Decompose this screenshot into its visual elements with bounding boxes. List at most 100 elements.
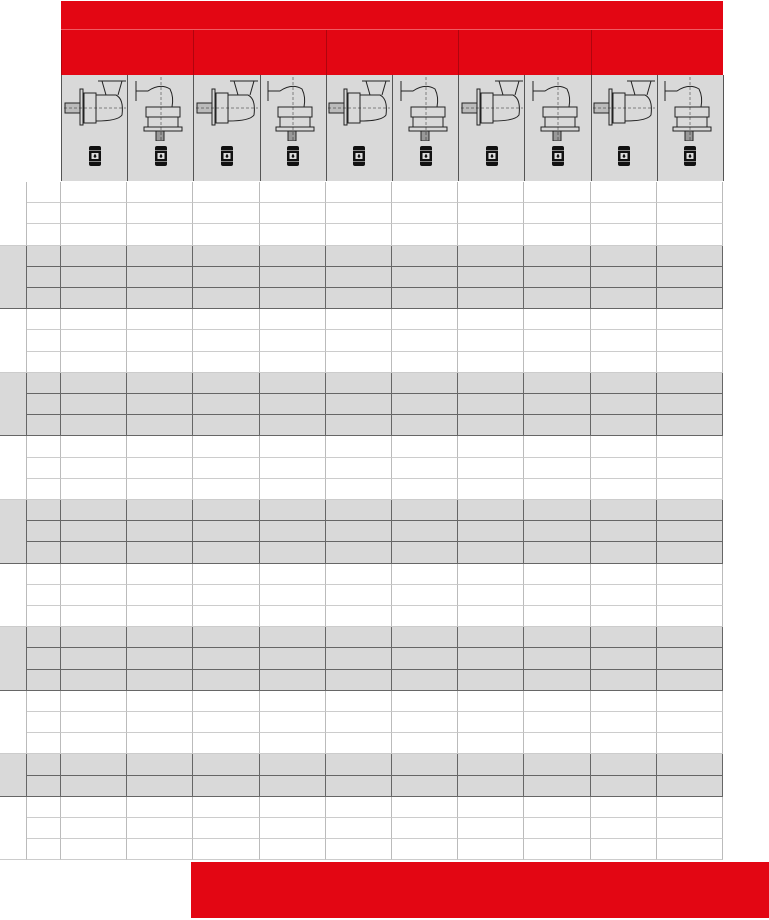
table-cell	[458, 711, 525, 734]
table-cell	[325, 203, 392, 225]
table-cell	[193, 330, 260, 352]
table-cell	[458, 690, 525, 712]
row-group	[0, 436, 723, 500]
table-row	[27, 287, 723, 310]
table-cell	[524, 521, 591, 543]
group-label-cell	[0, 372, 27, 437]
row-group	[0, 245, 723, 310]
table-cell	[259, 563, 326, 585]
table-cell	[193, 182, 260, 204]
table-cell	[61, 224, 128, 246]
table-cell	[259, 224, 326, 246]
table-cell	[524, 733, 591, 755]
table-cell	[392, 415, 459, 437]
table-cell	[325, 478, 392, 500]
table-cell	[590, 775, 657, 797]
table-cell	[127, 796, 194, 818]
table-cell	[127, 775, 194, 797]
table-cell	[656, 351, 723, 373]
table-cell	[127, 224, 194, 246]
table-cell	[392, 393, 459, 416]
table-cell	[27, 287, 61, 310]
row-group	[0, 754, 723, 797]
table-cell	[127, 839, 194, 861]
table-cell	[61, 309, 128, 331]
table-cell	[392, 690, 459, 712]
table-cell	[325, 287, 392, 310]
table-cell	[656, 203, 723, 225]
table-cell	[27, 605, 61, 628]
table-cell	[458, 287, 525, 310]
table-cell	[259, 351, 326, 373]
table-cell	[458, 500, 525, 522]
group-label-cell	[0, 627, 27, 691]
table-cell	[458, 817, 525, 840]
table-cell	[325, 182, 392, 204]
table-cell	[193, 393, 260, 416]
table-cell	[524, 648, 591, 670]
table-cell	[127, 648, 194, 670]
table-cell	[656, 669, 723, 691]
table-cell	[656, 627, 723, 649]
table-cell	[392, 754, 459, 776]
table-cell	[524, 372, 591, 394]
table-row	[27, 775, 723, 797]
table-cell	[193, 287, 260, 310]
table-cell	[259, 605, 326, 628]
table-cell	[27, 457, 61, 479]
table-row	[27, 521, 723, 543]
table-cell	[590, 393, 657, 416]
footer-bar	[191, 862, 769, 918]
table-cell	[61, 563, 128, 585]
table-cell	[656, 457, 723, 479]
table-cell	[325, 796, 392, 818]
table-cell	[61, 500, 128, 522]
table-cell	[127, 309, 194, 331]
table-cell	[325, 351, 392, 373]
table-cell	[590, 839, 657, 861]
table-cell	[259, 754, 326, 776]
table-cell	[127, 542, 194, 564]
table-cell	[27, 648, 61, 670]
table-cell	[524, 775, 591, 797]
product-column-header	[127, 75, 194, 181]
table-cell	[127, 182, 194, 204]
table-cell	[27, 754, 61, 776]
table-cell	[259, 372, 326, 394]
table-cell	[524, 266, 591, 288]
table-cell	[259, 648, 326, 670]
table-cell	[259, 500, 326, 522]
table-cell	[590, 733, 657, 755]
table-cell	[27, 584, 61, 606]
table-cell	[27, 309, 61, 331]
row-group	[0, 796, 723, 861]
table-cell	[392, 839, 459, 861]
table-cell	[27, 542, 61, 564]
table-cell	[27, 372, 61, 394]
table-cell	[259, 393, 326, 416]
table-cell	[524, 478, 591, 500]
table-cell	[656, 839, 723, 861]
table-cell	[590, 542, 657, 564]
table-cell	[61, 754, 128, 776]
table-cell	[193, 584, 260, 606]
table-cell	[27, 711, 61, 734]
table-cell	[656, 372, 723, 394]
table-cell	[27, 839, 61, 861]
table-cell	[61, 330, 128, 352]
table-row	[27, 182, 723, 204]
table-cell	[458, 330, 525, 352]
table-cell	[193, 309, 260, 331]
group-label-cell	[0, 796, 27, 861]
table-cell	[325, 309, 392, 331]
table-cell	[656, 817, 723, 840]
table-cell	[590, 457, 657, 479]
table-cell	[590, 521, 657, 543]
table-row	[27, 669, 723, 691]
table-cell	[524, 287, 591, 310]
table-cell	[458, 775, 525, 797]
table-cell	[590, 203, 657, 225]
table-cell	[325, 266, 392, 288]
table-cell	[127, 817, 194, 840]
table-cell	[127, 393, 194, 416]
